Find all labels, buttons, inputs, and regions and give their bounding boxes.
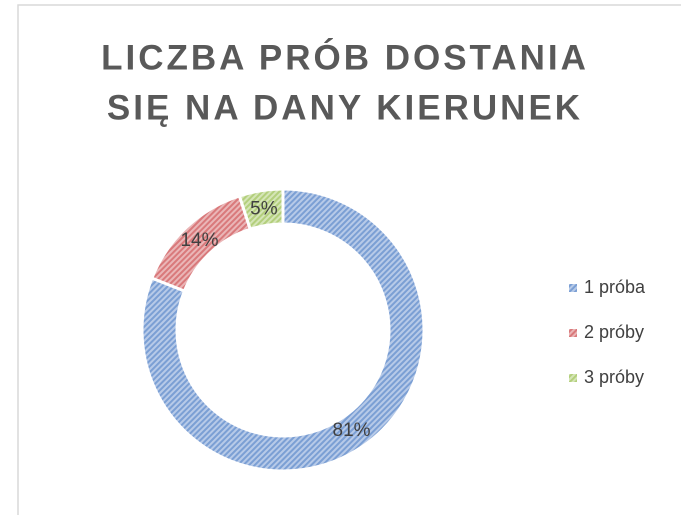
legend-swatch [569,329,577,337]
chart-title: SIĘ NA DANY KIERUNEK [107,88,583,127]
donut-segment [140,187,426,473]
data-label: 81% [333,420,371,441]
legend-label: 3 próby [584,367,644,387]
data-label: 5% [250,199,278,220]
legend-swatch [569,374,577,382]
chart-title: LICZBA PRÓB DOSTANIA [101,37,589,77]
donut-segment [237,187,285,232]
legend-label: 1 próba [584,277,646,297]
legend-swatch [569,284,577,292]
data-label: 14% [180,230,218,251]
legend-label: 2 próby [584,322,644,342]
